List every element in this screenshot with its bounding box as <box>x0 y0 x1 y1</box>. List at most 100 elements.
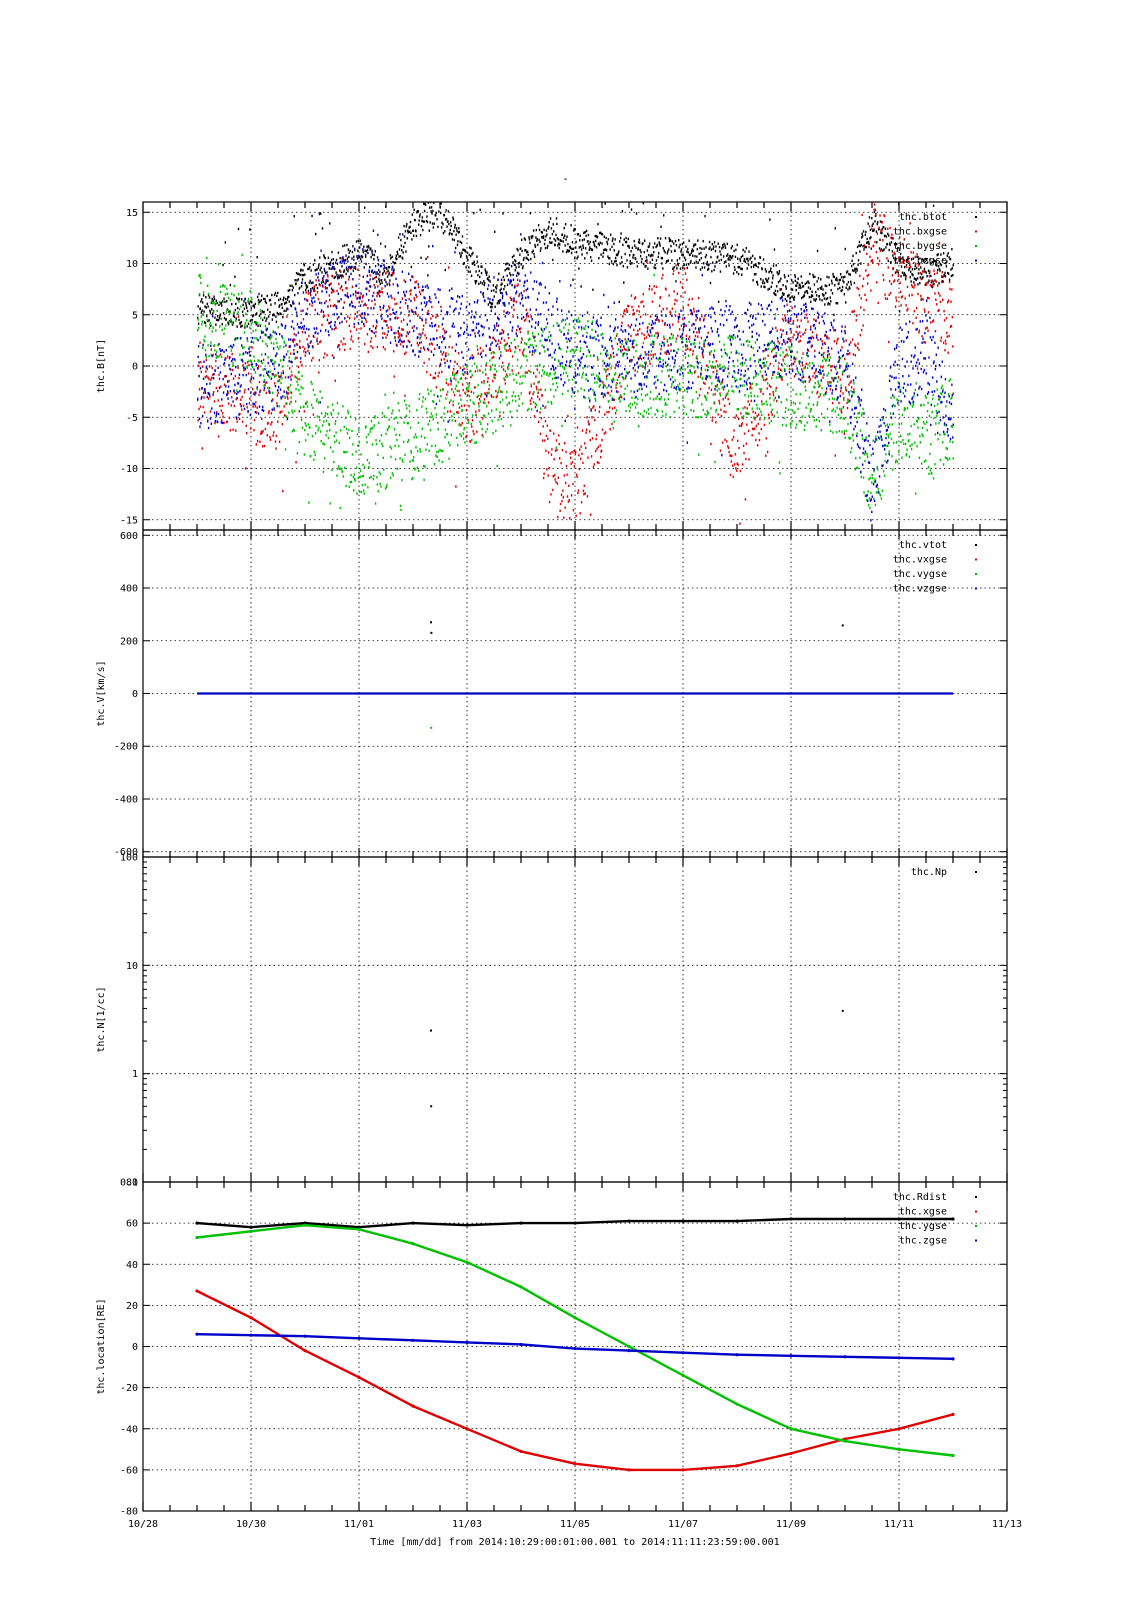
data-point <box>424 397 427 401</box>
data-point <box>249 397 251 400</box>
data-point <box>341 537 342 539</box>
data-point <box>896 460 899 463</box>
data-point <box>868 242 870 245</box>
data-point <box>368 461 370 465</box>
data-point <box>368 465 370 469</box>
data-point <box>475 413 477 417</box>
data-point <box>714 460 716 464</box>
data-point <box>538 380 540 384</box>
data-point <box>742 415 745 418</box>
data-point <box>888 436 890 439</box>
data-point <box>337 251 340 254</box>
data-point <box>746 423 748 426</box>
data-point <box>826 356 829 359</box>
data-point <box>585 431 587 434</box>
data-point <box>807 286 810 289</box>
data-point <box>438 399 441 402</box>
data-point <box>770 267 772 270</box>
data-point <box>673 349 676 353</box>
data-point <box>676 391 679 395</box>
data-point <box>479 275 481 279</box>
data-point <box>686 340 688 343</box>
data-point <box>326 353 328 357</box>
data-point <box>310 269 312 272</box>
data-point <box>438 210 440 213</box>
data-point <box>225 357 227 360</box>
data-point <box>839 416 841 420</box>
data-point <box>908 260 910 263</box>
data-point <box>668 368 671 372</box>
data-point <box>253 306 256 309</box>
data-point <box>631 305 633 309</box>
data-point <box>789 296 792 300</box>
data-point <box>585 378 587 381</box>
data-point <box>415 234 418 238</box>
data-point <box>331 274 333 278</box>
data-point <box>580 248 583 251</box>
data-point <box>626 384 629 388</box>
data-point <box>869 237 871 240</box>
data-point <box>499 289 501 292</box>
data-point <box>252 392 255 395</box>
data-point <box>781 376 783 379</box>
data-point <box>693 261 696 265</box>
data-point <box>927 329 929 332</box>
data-point <box>818 321 821 325</box>
data-point <box>309 266 311 269</box>
data-point <box>496 302 499 305</box>
data-point <box>841 346 843 349</box>
data-point <box>267 315 270 318</box>
data-point <box>207 292 210 296</box>
data-point <box>251 297 253 300</box>
data-point <box>648 242 651 245</box>
data-point <box>236 296 238 300</box>
data-point <box>770 419 772 423</box>
data-point <box>635 246 637 249</box>
data-point <box>204 375 207 379</box>
data-point <box>638 238 640 241</box>
data-point <box>927 311 930 314</box>
data-point <box>887 232 889 236</box>
data-point <box>720 408 722 411</box>
data-point <box>669 239 672 242</box>
data-point <box>725 393 728 397</box>
data-point <box>477 394 480 397</box>
data-point <box>627 346 630 349</box>
data-point <box>809 361 811 365</box>
data-point <box>651 288 653 291</box>
data-point <box>471 253 473 256</box>
data-point <box>815 294 818 297</box>
data-point <box>560 347 562 351</box>
data-point <box>837 376 840 379</box>
data-point <box>422 328 424 331</box>
data-point <box>205 370 207 373</box>
data-point <box>536 237 538 241</box>
data-point <box>593 405 595 408</box>
data-point <box>294 293 296 297</box>
data-point <box>224 285 226 288</box>
data-point <box>834 283 836 287</box>
data-point <box>511 399 514 402</box>
data-point <box>343 301 345 304</box>
data-point <box>211 376 213 380</box>
data-point <box>786 299 788 303</box>
data-point <box>939 262 942 266</box>
data-point <box>382 259 385 262</box>
data-point <box>511 255 514 259</box>
data-point <box>552 545 553 547</box>
data-point <box>388 307 391 310</box>
data-point <box>601 233 604 236</box>
data-point <box>909 222 911 225</box>
data-point <box>545 326 547 329</box>
data-point <box>374 303 376 306</box>
data-point <box>372 324 375 328</box>
data-point <box>360 312 363 316</box>
data-point <box>700 251 702 255</box>
data-point <box>842 405 845 409</box>
data-point <box>681 338 684 341</box>
data-point <box>792 319 795 323</box>
data-point <box>454 372 456 376</box>
data-point <box>722 387 725 391</box>
data-point <box>713 401 715 404</box>
data-point <box>520 247 522 250</box>
